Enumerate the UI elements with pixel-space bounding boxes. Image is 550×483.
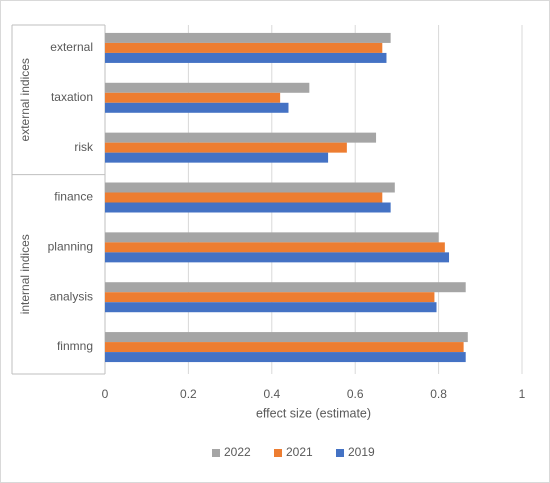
category-label: taxation bbox=[51, 90, 93, 104]
legend-swatch-2022 bbox=[212, 449, 220, 457]
x-axis-title: effect size (estimate) bbox=[256, 406, 371, 420]
bar-2021-finmng bbox=[105, 342, 464, 353]
legend-swatch-2021 bbox=[274, 449, 282, 457]
bar-2021-risk bbox=[105, 142, 347, 153]
legend-label-2021: 2021 bbox=[286, 445, 313, 459]
bar-2022-risk bbox=[105, 132, 377, 143]
bar-2021-analysis bbox=[105, 292, 435, 303]
bar-2019-planning bbox=[105, 252, 450, 263]
x-tick-label: 1 bbox=[519, 387, 526, 401]
group-label: internal indices bbox=[18, 234, 32, 314]
bar-2021-planning bbox=[105, 242, 445, 253]
legend-label-2022: 2022 bbox=[224, 445, 251, 459]
x-tick-label: 0.2 bbox=[180, 387, 197, 401]
bar-2019-external bbox=[105, 52, 387, 63]
category-label: risk bbox=[74, 140, 94, 154]
legend-swatch-2019 bbox=[336, 449, 344, 457]
bar-2021-taxation bbox=[105, 92, 281, 103]
bar-2022-taxation bbox=[105, 82, 310, 93]
bar-2022-analysis bbox=[105, 282, 466, 293]
x-tick-label: 0.6 bbox=[347, 387, 364, 401]
bar-2021-external bbox=[105, 42, 383, 53]
bar-2019-risk bbox=[105, 152, 329, 163]
bar-2019-finmng bbox=[105, 352, 466, 363]
category-label: planning bbox=[48, 240, 93, 254]
x-tick-label: 0 bbox=[102, 387, 109, 401]
bar-2021-finance bbox=[105, 192, 383, 203]
category-label: external bbox=[50, 40, 93, 54]
bar-2019-taxation bbox=[105, 102, 289, 113]
bar-2019-analysis bbox=[105, 302, 437, 313]
bar-2019-finance bbox=[105, 202, 391, 213]
x-tick-label: 0.8 bbox=[430, 387, 447, 401]
legend-label-2019: 2019 bbox=[348, 445, 375, 459]
bar-2022-finance bbox=[105, 182, 395, 193]
x-tick-label: 0.4 bbox=[263, 387, 280, 401]
bar-2022-external bbox=[105, 32, 391, 43]
category-label: finance bbox=[54, 190, 93, 204]
group-label: external indices bbox=[18, 58, 32, 141]
category-label: analysis bbox=[50, 289, 93, 303]
category-label: finmng bbox=[57, 339, 93, 353]
bar-2022-finmng bbox=[105, 332, 468, 343]
bar-2022-planning bbox=[105, 232, 439, 243]
